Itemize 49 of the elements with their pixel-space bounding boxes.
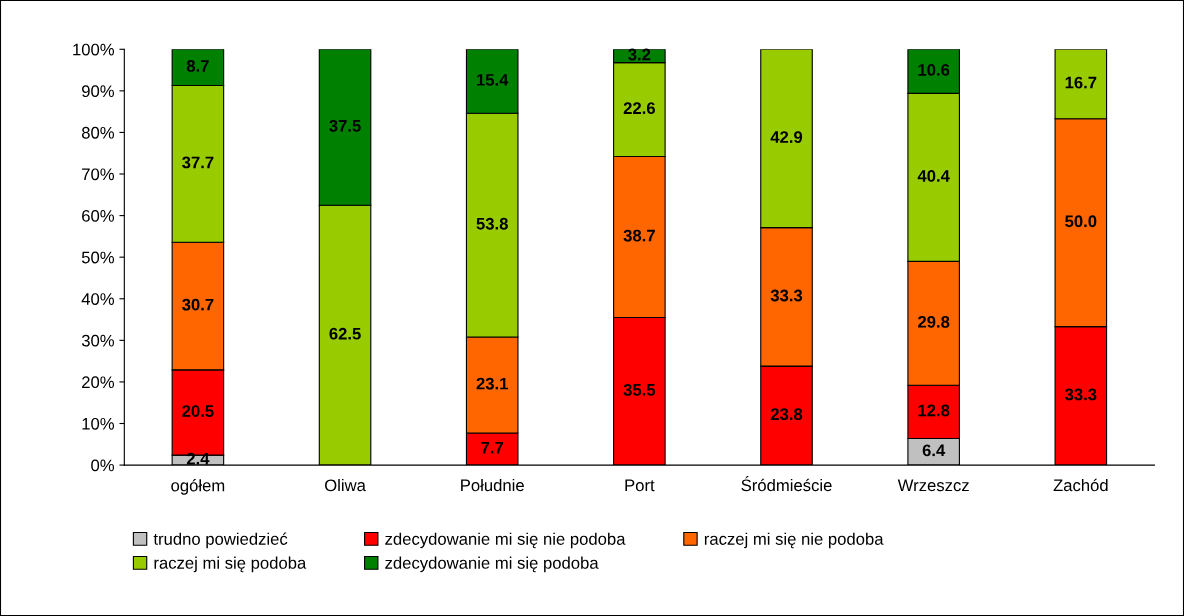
x-tick-label: Oliwa xyxy=(325,478,366,492)
legend-label: raczej mi się podoba xyxy=(154,556,307,573)
data-label: 23.1 xyxy=(476,377,508,390)
x-tick-label: Port xyxy=(625,479,655,492)
data-label: 30.7 xyxy=(182,298,214,311)
data-label: 16.7 xyxy=(1065,76,1097,89)
data-label: 20.5 xyxy=(182,405,214,417)
data-label: 40.4 xyxy=(917,170,950,182)
data-label: 29.8 xyxy=(918,315,950,328)
y-tick-label: 30% xyxy=(81,334,115,347)
legend-label: zdecydowanie mi się nie podoba xyxy=(385,532,626,549)
data-label: 3.2 xyxy=(628,48,651,61)
x-tick-label: Wrzeszcz xyxy=(897,479,969,492)
y-tick-label: 80% xyxy=(81,126,115,139)
data-label: 50.0 xyxy=(1065,215,1097,228)
y-tick-label: 100% xyxy=(73,43,115,56)
data-label: 15.4 xyxy=(477,74,509,86)
legend-label: zdecydowanie mi się podoba xyxy=(385,556,599,573)
x-tick-label: Zachód xyxy=(1053,478,1108,492)
y-tick-label: 60% xyxy=(82,210,115,222)
data-label: 10.6 xyxy=(918,63,950,76)
y-tick-label: 0% xyxy=(91,459,115,472)
data-label: 38.7 xyxy=(623,229,655,242)
y-tick-label: 70% xyxy=(82,168,115,181)
data-label: 33.3 xyxy=(1064,388,1097,401)
data-label: 42.9 xyxy=(770,131,803,143)
data-label: 62.5 xyxy=(329,327,361,340)
data-label: 23.8 xyxy=(770,408,803,421)
data-label: 37.5 xyxy=(329,119,361,132)
data-label: 53.8 xyxy=(476,217,508,230)
y-tick-label: 50% xyxy=(81,251,115,264)
y-tick-label: 10% xyxy=(82,417,115,430)
y-tick-label: 40% xyxy=(81,293,115,305)
y-tick-label: 90% xyxy=(82,85,115,98)
data-label: 12.8 xyxy=(918,404,950,417)
x-tick-label: ogółem xyxy=(171,478,225,495)
data-label: 2.4 xyxy=(186,452,210,465)
data-label: 22.6 xyxy=(623,102,655,115)
legend-label: trudno powiedzieć xyxy=(153,532,288,549)
x-tick-label: Śródmieście xyxy=(741,476,832,492)
x-tick-label: Południe xyxy=(461,478,524,492)
data-label: 6.4 xyxy=(922,444,946,457)
data-label: 8.7 xyxy=(186,60,209,72)
legend-label: raczej mi się nie podoba xyxy=(704,532,884,549)
data-label: 7.7 xyxy=(481,441,504,454)
data-label: 33.3 xyxy=(770,289,803,302)
data-label: 37.7 xyxy=(182,156,214,169)
y-tick-label: 20% xyxy=(82,376,115,389)
data-label: 35.5 xyxy=(623,383,656,396)
